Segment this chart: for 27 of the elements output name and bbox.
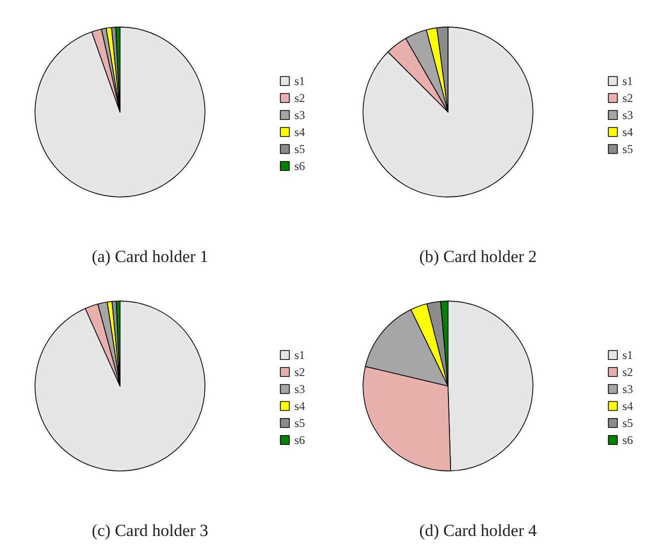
legend-label: s3 [622,108,633,122]
legend-label: s4 [294,399,305,413]
legend-label: s2 [622,365,633,379]
legend-label: s1 [622,348,633,362]
legend-label: s5 [294,142,305,156]
text: (b) Card holder 2 [419,247,537,266]
text: (c) Card holder 3 [92,521,208,540]
legend-label: s3 [294,382,305,396]
legend-label: s4 [622,399,633,413]
legend-label: s2 [622,91,633,105]
legend-label: s1 [622,74,633,88]
legend-label: s5 [622,142,633,156]
text: (d) Card holder 4 [419,521,538,540]
legend-label: s3 [294,108,305,122]
legend-label: s3 [622,382,633,396]
legend-label: s6 [294,433,305,447]
legend-label: s5 [622,416,633,430]
legend-label: s6 [622,433,633,447]
legend-label: s1 [294,74,305,88]
legend-label: s6 [294,159,305,173]
legend-label: s2 [294,365,305,379]
legend-label: s5 [294,416,305,430]
legend-label: s2 [294,91,305,105]
legend-label: s4 [622,125,633,139]
text: (a) Card holder 1 [92,247,208,266]
legend-label: s4 [294,125,305,139]
legend-label: s1 [294,348,305,362]
